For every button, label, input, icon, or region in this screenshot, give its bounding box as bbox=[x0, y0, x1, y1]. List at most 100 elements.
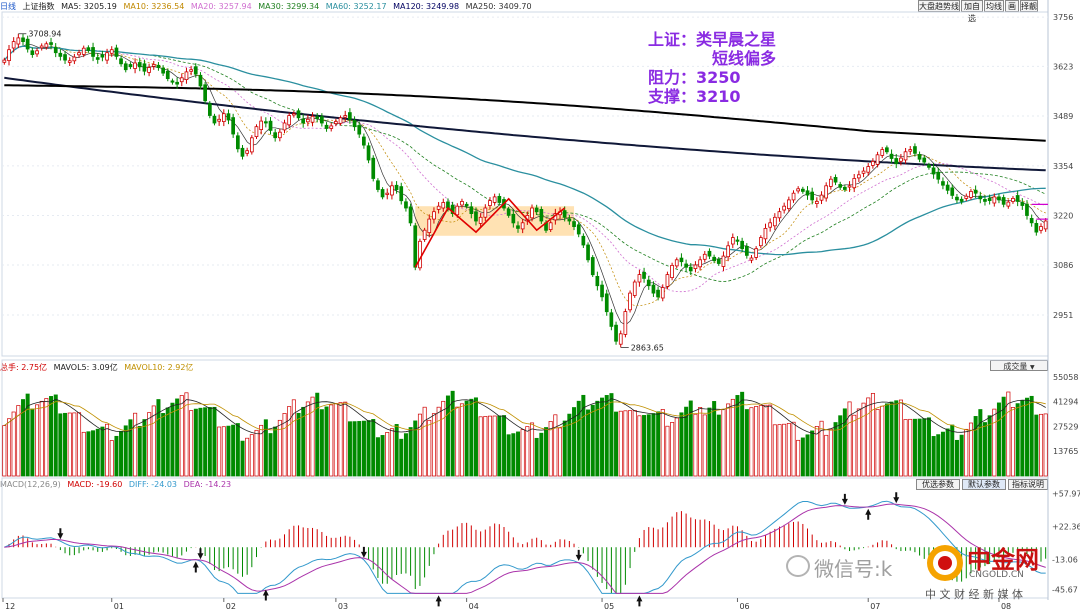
candle-body bbox=[432, 211, 436, 220]
candle-body bbox=[992, 196, 997, 204]
ma60-label: MA60: 3252.17 bbox=[325, 2, 387, 11]
candle-body bbox=[123, 63, 128, 71]
ma10-label: MA10: 3236.54 bbox=[123, 2, 185, 11]
optimal-params-button[interactable]: 优选参数 bbox=[916, 479, 960, 490]
candle-body bbox=[156, 64, 161, 68]
candle-body bbox=[240, 147, 245, 157]
candle-body bbox=[287, 115, 292, 126]
candle-body bbox=[268, 120, 273, 131]
candle-body bbox=[511, 213, 516, 224]
volume-bar bbox=[884, 403, 889, 477]
volume-bar bbox=[1039, 413, 1044, 477]
volume-bar bbox=[828, 428, 833, 477]
volume-bar bbox=[992, 408, 997, 477]
candle-body bbox=[969, 190, 973, 198]
volume-bar bbox=[464, 400, 469, 477]
volume-bar bbox=[161, 413, 166, 477]
volume-bar bbox=[399, 438, 404, 477]
candle-body bbox=[179, 77, 184, 83]
candle-body bbox=[646, 279, 651, 287]
candle-body bbox=[745, 245, 749, 256]
volume-bar bbox=[273, 426, 278, 477]
volume-bar bbox=[21, 399, 26, 477]
volume-bar bbox=[492, 415, 497, 477]
volume-bar bbox=[291, 399, 296, 477]
volume-bar bbox=[217, 426, 222, 477]
candle-body bbox=[833, 176, 838, 183]
volume-bar bbox=[445, 395, 450, 477]
volume-bar bbox=[380, 435, 385, 477]
macd-value-label: MACD: -19.60 bbox=[67, 480, 123, 489]
volume-bar bbox=[30, 408, 35, 477]
candle-body bbox=[385, 192, 390, 195]
volume-bar bbox=[39, 400, 44, 477]
candle-body bbox=[1039, 226, 1043, 231]
volume-bar bbox=[44, 398, 49, 477]
candle-body bbox=[847, 185, 852, 188]
candle-body bbox=[880, 149, 885, 156]
volume-bar bbox=[142, 419, 147, 477]
candle-body bbox=[418, 240, 422, 269]
volume-bar bbox=[385, 432, 390, 477]
macd-tick-label: -13.06 bbox=[1052, 555, 1078, 564]
candle-body bbox=[114, 47, 119, 57]
candle-body bbox=[273, 132, 278, 139]
default-params-button[interactable]: 默认参数 bbox=[962, 479, 1006, 490]
candle-body bbox=[903, 151, 908, 161]
candle-body bbox=[376, 180, 380, 190]
volume-bar bbox=[712, 401, 717, 477]
ma-legend: 日线 上证指数 MA5: 3205.19 MA10: 3236.54 MA20:… bbox=[0, 1, 536, 12]
candle-body bbox=[936, 171, 941, 180]
candle-body bbox=[21, 37, 25, 43]
volume-bar bbox=[595, 400, 600, 477]
candle-body bbox=[801, 188, 805, 192]
golden-cross-arrow-icon bbox=[192, 561, 199, 573]
volume-bar bbox=[590, 404, 595, 477]
x-tick-label: 06 bbox=[739, 602, 749, 611]
volume-bar bbox=[698, 407, 703, 477]
period-label[interactable]: 日线 bbox=[0, 2, 16, 11]
volume-bar bbox=[63, 412, 68, 477]
volume-bar bbox=[338, 402, 343, 477]
cngold-logo-icon bbox=[927, 545, 963, 581]
candle-body bbox=[1043, 220, 1048, 230]
volume-bar bbox=[170, 402, 175, 477]
candle-body bbox=[441, 202, 446, 209]
candle-body bbox=[329, 125, 334, 129]
death-cross-arrow-icon bbox=[360, 546, 367, 558]
volume-bar bbox=[726, 403, 731, 477]
candle-body bbox=[301, 118, 306, 124]
volume-bar bbox=[926, 417, 931, 477]
volume-bar bbox=[954, 439, 959, 477]
volume-bar bbox=[1025, 397, 1030, 477]
candle-body bbox=[282, 122, 287, 131]
death-cross-arrow-icon bbox=[841, 493, 848, 505]
volume-bar bbox=[861, 402, 866, 477]
candle-body bbox=[315, 116, 320, 119]
volume-bar bbox=[964, 428, 969, 477]
volume-bar bbox=[483, 416, 488, 477]
volume-bar bbox=[894, 400, 899, 477]
volume-bar bbox=[665, 425, 670, 477]
volume-bar bbox=[805, 434, 810, 477]
volume-bar bbox=[133, 412, 138, 477]
candle-body bbox=[1011, 197, 1015, 202]
candle-body bbox=[917, 154, 922, 160]
candle-body bbox=[44, 43, 49, 48]
volume-bar bbox=[7, 418, 12, 477]
volume-bar bbox=[431, 413, 436, 477]
volume-bar bbox=[558, 427, 563, 477]
candle-body bbox=[7, 49, 11, 62]
volume-bar bbox=[777, 424, 782, 477]
ma10-line bbox=[4, 45, 1046, 307]
volume-bar bbox=[207, 407, 212, 477]
annotation-resistance: 阻力：3250 bbox=[648, 68, 741, 87]
candle-body bbox=[539, 208, 544, 222]
candle-body bbox=[404, 201, 408, 209]
volume-bar bbox=[67, 412, 72, 477]
price-tick-label: 3489 bbox=[1053, 112, 1073, 121]
candle-body bbox=[516, 225, 520, 229]
candle-body bbox=[660, 287, 665, 299]
volume-bar bbox=[544, 427, 549, 477]
